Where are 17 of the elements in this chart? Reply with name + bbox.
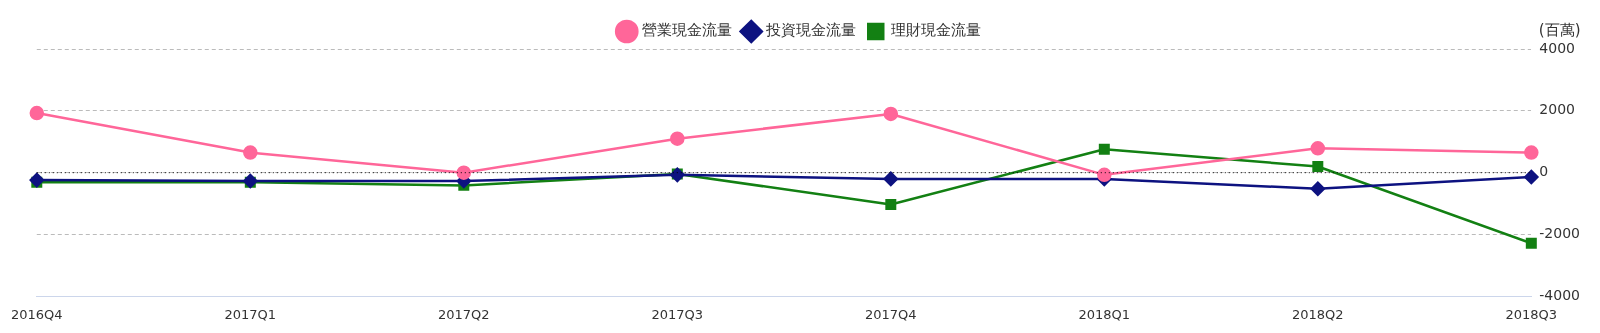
x-tick-label: 2017Q4 <box>865 306 917 322</box>
x-tick-label: 2017Q3 <box>651 306 704 322</box>
y-axis-title: (百萬) <box>1538 21 1581 40</box>
x-tick-label: 2017Q2 <box>438 306 490 322</box>
legend-label: 投資現金流量 <box>765 21 857 40</box>
x-tick-label: 2018Q3 <box>1505 306 1558 322</box>
legend-label: 理財現金流量 <box>890 21 981 40</box>
x-tick-label: 2018Q2 <box>1292 306 1344 322</box>
legend-label: 營業現金流量 <box>641 21 732 40</box>
y-tick-label: 2000 <box>1539 101 1575 118</box>
y-tick-label: 0 <box>1539 163 1549 180</box>
x-tick-label: 2016Q4 <box>11 306 63 322</box>
y-tick-label: 4000 <box>1539 39 1575 56</box>
x-tick-label: 2017Q1 <box>224 306 277 322</box>
x-tick-label: 2018Q1 <box>1078 306 1131 322</box>
y-tick-label: -4000 <box>1539 287 1581 304</box>
y-tick-label: -2000 <box>1539 225 1581 242</box>
